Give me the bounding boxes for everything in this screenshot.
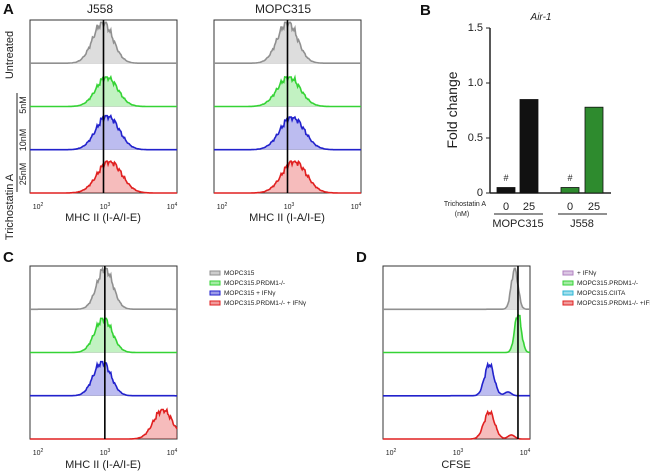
panel-c-fill-mopc315-prdm1-ifn- xyxy=(30,409,177,439)
panel-c-curve-mopc315-prdm1-ifn- xyxy=(30,407,178,440)
panel-d-fill-mopc315-prdm1-ifn- xyxy=(383,411,530,439)
panel-d-legend-label: MOPC315.CIITA xyxy=(577,290,626,297)
panel-b-hash-mopc315: # xyxy=(503,173,508,183)
panel-a-right-tick-1e2: 102 xyxy=(217,202,228,211)
panel-b-ylabel: Fold change xyxy=(444,71,460,148)
panel-d-fill--ifn- xyxy=(383,268,530,310)
panel-d-legend-label: + IFNγ xyxy=(577,270,597,277)
panel-b-xtick-j558-0: 0 xyxy=(567,201,573,213)
panel-c-histograms xyxy=(30,265,178,440)
panel-d-curve--ifn- xyxy=(383,267,530,311)
panel-a-left-xticks: 102 103 104 xyxy=(33,202,178,211)
panel-b-bar-j558-0 xyxy=(560,187,580,194)
panel-d-curve-mopc315-prdm1-ifn- xyxy=(383,409,530,440)
panel-c-tick-1e4: 104 xyxy=(167,448,178,457)
panel-b-group-j558: J558 xyxy=(570,218,594,230)
panel-b-xtick-mopc315-25: 25 xyxy=(523,201,535,213)
panel-a-right-tick-1e4: 104 xyxy=(351,202,362,211)
panel-a-left-tick-1e4: 104 xyxy=(167,202,178,211)
panel-a-row-label-10nm: 10nM xyxy=(18,129,28,152)
panel-d-tick-1e3: 103 xyxy=(453,448,464,457)
panel-a-left-tick-1e3: 103 xyxy=(100,202,111,211)
panel-a-row-label-25nm: 25nM xyxy=(18,163,28,186)
panel-a-left-xlabel: MHC II (I-A/I-E) xyxy=(65,212,141,224)
panel-b-xlabel-line1: Trichostatin A xyxy=(444,201,486,208)
panel-b-bar-mopc315-25 xyxy=(519,99,539,194)
panel-c-legend-swatch xyxy=(209,280,221,286)
panel-a-trichostatin-label: Trichostatin A xyxy=(4,173,16,240)
panel-b-xtick-j558-25: 25 xyxy=(588,201,600,213)
panel-b-ytick-0-5: 0.5 xyxy=(468,132,483,144)
panel-c-legend-swatch xyxy=(209,290,221,296)
panel-b-title: Air-1 xyxy=(530,12,552,23)
panel-d-tick-1e2: 102 xyxy=(386,448,397,457)
panel-a-left-histograms xyxy=(30,20,177,194)
panel-d-xticks: 102 103 104 xyxy=(386,448,531,457)
panel-a-row-label-5nm: 5nM xyxy=(18,96,28,114)
panel-a-left-tick-1e2: 102 xyxy=(33,202,44,211)
panel-c-curve-mopc315-ifn- xyxy=(30,360,177,397)
panel-c-tick-1e3: 103 xyxy=(100,448,111,457)
panel-c-xticks: 102 103 104 xyxy=(33,448,178,457)
panel-c-fill-mopc315-prdm1- xyxy=(30,318,177,353)
panel-b-ytick-1-5: 1.5 xyxy=(468,22,483,34)
panel-c-curve-mopc315-prdm1- xyxy=(30,317,177,354)
panel-c-legend-label: MOPC315.PRDM1-/- xyxy=(224,280,285,287)
panel-c-legend-label: MOPC315 + IFNγ xyxy=(224,290,276,297)
panel-b-bar-j558-25 xyxy=(584,106,604,194)
panel-b-ytick-0: 0 xyxy=(477,187,483,199)
panel-d-legend-swatch xyxy=(562,270,574,276)
panel-letter-b: B xyxy=(420,2,431,19)
panel-c-tick-1e2: 102 xyxy=(33,448,44,457)
panel-d-histograms xyxy=(383,266,531,440)
panel-d-tick-1e4: 104 xyxy=(520,448,531,457)
panel-c-fill-mopc315-ifn- xyxy=(30,361,177,396)
panel-d-fill-mopc315-ciita xyxy=(383,364,530,396)
panel-c-legend-label: MOPC315 xyxy=(224,270,255,277)
panel-a-title-j558: J558 xyxy=(87,2,113,16)
panel-letter-c: C xyxy=(3,249,14,266)
panel-a-row-label-untreated: Untreated xyxy=(4,31,16,79)
panel-d-xlabel: CFSE xyxy=(441,459,470,471)
panel-c-legend-label: MOPC315.PRDM1-/- + IFNγ xyxy=(224,300,307,307)
panel-d-legend-swatch xyxy=(562,280,574,286)
panel-b-hash-j558: # xyxy=(567,173,572,183)
panel-d-legend-swatch xyxy=(562,290,574,296)
panel-d-legend-label: MOPC315.PRDM1-/- xyxy=(577,280,638,287)
panel-a-right-xlabel: MHC II (I-A/I-E) xyxy=(249,212,325,224)
panel-c-curve-mopc315 xyxy=(30,265,177,311)
panel-d-curve-mopc315-prdm1- xyxy=(383,313,531,354)
panel-d-legend-swatch xyxy=(562,300,574,306)
panel-a-right-xticks: 102 103 104 xyxy=(217,202,362,211)
panel-letter-a: A xyxy=(3,1,14,18)
panel-c-legend-swatch xyxy=(209,300,221,306)
panel-b-xtick-mopc315-0: 0 xyxy=(503,201,509,213)
panel-d-legend-label: MOPC315.PRDM1-/- +IFNγ xyxy=(577,300,650,307)
panel-b-bars xyxy=(496,99,604,194)
panel-b-group-mopc315: MOPC315 xyxy=(492,218,543,230)
panel-c-legend: MOPC315 MOPC315.PRDM1-/- MOPC315 + IFNγ MOP… xyxy=(209,270,307,307)
panel-b-ytick-1-0: 1.0 xyxy=(468,77,483,89)
panel-a-right-histograms xyxy=(214,20,361,194)
panel-a-title-mopc315: MOPC315 xyxy=(255,2,311,16)
panel-d-curve-mopc315-ciita xyxy=(383,361,530,397)
panel-d-fill-mopc315-prdm1- xyxy=(383,314,530,353)
panel-b-bar-mopc315-0 xyxy=(496,187,516,194)
panel-c-xlabel: MHC II (I-A/I-E) xyxy=(65,459,141,471)
panel-c-legend-swatch xyxy=(209,270,221,276)
panel-letter-d: D xyxy=(356,249,367,266)
panel-d-legend: + IFNγ MOPC315.PRDM1-/- MOPC315.CIITA MOPC3… xyxy=(562,270,650,307)
panel-b-xlabel-line2: (nM) xyxy=(455,211,469,218)
panel-a-right-tick-1e3: 103 xyxy=(284,202,295,211)
panel-b-bar-chart: Air-1 Fold change 1.5 1.0 0.5 0 # # Tric… xyxy=(444,12,611,230)
panel-b-yticks: 1.5 1.0 0.5 0 xyxy=(468,22,490,199)
panel-c-fill-mopc315 xyxy=(30,268,177,310)
